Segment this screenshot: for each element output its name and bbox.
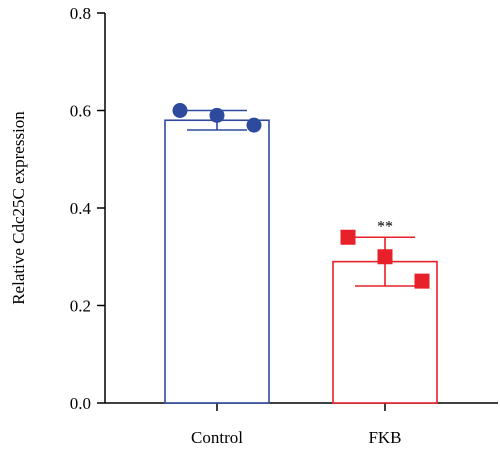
x-axis: Control FKB: [105, 402, 498, 447]
bars: [164, 109, 438, 404]
y-axis-label: Relative Cdc25C expression: [9, 111, 28, 305]
x-tick-label: FKB: [368, 428, 401, 447]
data-point: [340, 229, 356, 245]
data-point: [377, 249, 393, 265]
y-tick-label: 0.6: [70, 102, 91, 121]
data-point: [209, 107, 225, 123]
data-point: [172, 103, 188, 118]
data-points: [172, 103, 430, 289]
y-tick-label: 0.2: [70, 297, 91, 316]
x-tick-label: Control: [191, 428, 243, 447]
y-tick-label: 0.0: [70, 394, 91, 413]
bar: [164, 119, 270, 404]
significance-marker: **: [377, 218, 393, 235]
data-point: [414, 273, 430, 289]
y-tick-label: 0.4: [70, 199, 92, 218]
annotations: **: [377, 218, 393, 235]
data-point: [246, 117, 262, 133]
y-tick-label: 0.8: [70, 4, 91, 23]
y-axis: 0.0 0.2 0.4 0.6 0.8: [70, 4, 106, 413]
